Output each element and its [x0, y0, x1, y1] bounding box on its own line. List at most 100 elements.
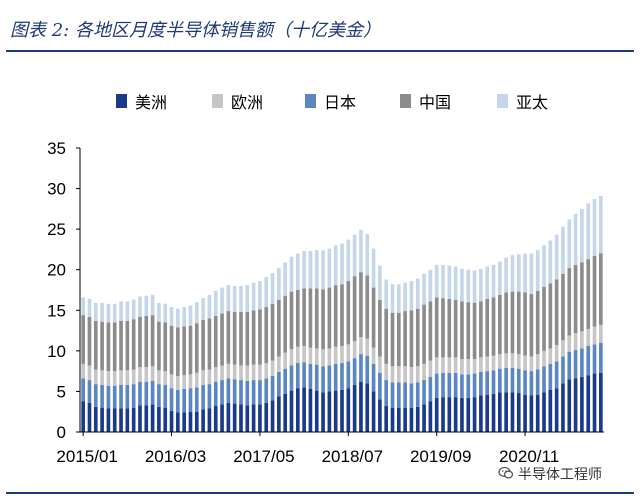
bar-segment: [295, 290, 300, 347]
bar-segment: [314, 348, 319, 365]
bar-segment: [93, 384, 98, 407]
x-tick-label: 2019/09: [410, 447, 471, 466]
bar-segment: [586, 259, 591, 329]
bar-segment: [479, 357, 483, 372]
bar-segment: [277, 299, 281, 357]
bar-segment: [378, 356, 382, 373]
y-tick-label: 35: [47, 139, 66, 158]
bar-segment: [308, 388, 313, 432]
bar-segment: [340, 345, 344, 364]
bar-segment: [270, 272, 275, 304]
bar-segment: [422, 380, 426, 405]
y-tick-label: 15: [47, 301, 66, 320]
bar-segment: [460, 268, 464, 302]
bar-segment: [295, 363, 300, 389]
bar-segment: [447, 357, 452, 373]
bar-segment: [264, 363, 269, 379]
bar-segment: [213, 381, 218, 407]
bar-segment: [529, 395, 534, 432]
bar-segment: [422, 363, 426, 381]
bar-segment: [125, 320, 130, 371]
bar-segment: [333, 245, 338, 286]
bar-segment: [239, 404, 243, 432]
bar-segment: [138, 367, 142, 382]
bar-segment: [535, 290, 540, 355]
bar-segment: [472, 302, 477, 359]
bar-segment: [554, 234, 559, 280]
bar-segment: [510, 392, 515, 432]
bar-segment: [466, 374, 471, 398]
bar-segment: [220, 380, 224, 405]
bar-segment: [542, 245, 546, 287]
bar-segment: [447, 372, 452, 398]
bar-segment: [226, 285, 231, 312]
bar-segment: [403, 382, 407, 408]
bar-segment: [384, 363, 389, 381]
bar-segment: [258, 380, 262, 405]
bar-segment: [409, 367, 414, 384]
bar-segment: [258, 309, 262, 365]
bar-segment: [523, 370, 527, 395]
bar-segment: [176, 412, 180, 432]
bar-segment: [87, 402, 92, 432]
bar-segment: [409, 281, 414, 311]
bar-segment: [586, 328, 591, 346]
bar-segment: [523, 292, 527, 356]
bar-segment: [447, 298, 452, 358]
bar-segment: [314, 288, 319, 349]
bar-segment: [504, 392, 508, 432]
bar-segment: [207, 318, 212, 370]
bar-segment: [586, 345, 591, 376]
bar-segment: [396, 366, 401, 383]
bar-segment: [295, 253, 300, 290]
bar-segment: [352, 276, 357, 342]
bar-segment: [599, 372, 603, 432]
bar-segment: [485, 266, 490, 299]
bar-segment: [453, 397, 458, 432]
bar-segment: [548, 283, 553, 349]
bar-segment: [157, 302, 161, 322]
bar-segment: [144, 315, 149, 368]
bar-segment: [144, 367, 149, 382]
bar-segment: [371, 347, 376, 364]
bar-segment: [327, 365, 332, 392]
bar-segment: [447, 265, 452, 299]
bar-segment: [226, 378, 231, 403]
bar-segment: [510, 291, 515, 354]
bar-segment: [390, 407, 395, 432]
bar-segment: [333, 346, 338, 364]
bar-segment: [283, 393, 288, 432]
bar-segment: [441, 397, 445, 432]
bar-segment: [340, 243, 344, 285]
bar-segment: [396, 284, 401, 313]
bar-segment: [485, 356, 490, 372]
bar-segment: [390, 382, 395, 408]
bar-segment: [289, 291, 294, 350]
bar-segment: [270, 376, 275, 401]
bar-segment: [194, 302, 199, 324]
bar-segment: [580, 208, 584, 263]
bar-segment: [213, 315, 218, 368]
watermark-text: 半导体工程师: [518, 467, 602, 483]
bar-segment: [213, 406, 218, 432]
bar-segment: [119, 408, 123, 432]
bar-segment: [580, 376, 584, 432]
bar-segment: [371, 391, 376, 432]
bar-segment: [365, 355, 370, 384]
bar-segment: [599, 342, 603, 373]
bar-segment: [466, 302, 471, 359]
bar-segment: [409, 407, 414, 432]
bar-segment: [434, 264, 439, 298]
bar-segment: [453, 299, 458, 358]
bar-segment: [529, 294, 534, 357]
bar-segment: [321, 289, 325, 350]
bar-segment: [100, 302, 104, 322]
bar-segment: [434, 297, 439, 358]
bar-segment: [327, 348, 332, 366]
bar-segment: [226, 311, 231, 364]
bar-segment: [163, 303, 168, 323]
bar-segment: [466, 397, 471, 432]
bar-segment: [415, 406, 420, 432]
bar-segment: [264, 402, 269, 432]
bar-segment: [239, 285, 243, 312]
